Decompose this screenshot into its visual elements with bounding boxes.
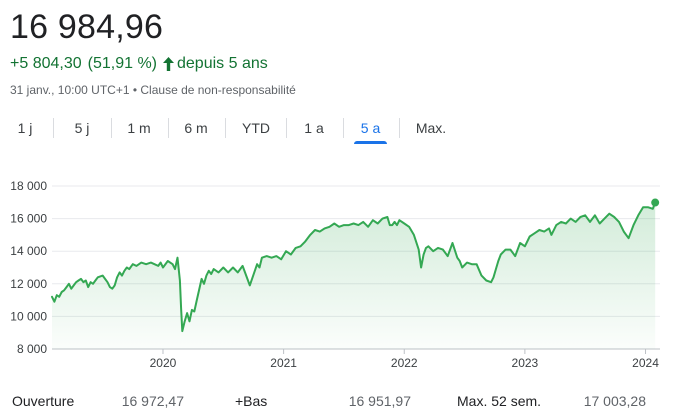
price-area-fill xyxy=(52,202,656,349)
tab-max[interactable]: Max. xyxy=(415,120,447,136)
x-axis: 2020 2021 2022 2023 2024 xyxy=(150,349,659,370)
price-change: +5 804,30 (51,91 %) depuis 5 ans xyxy=(10,55,268,73)
tab-divider xyxy=(286,118,287,138)
disclaimer-link[interactable]: Clause de non-responsabilité xyxy=(140,83,296,97)
y-tick-label: 10 000 xyxy=(10,309,47,323)
stat-open-value: 16 972,47 xyxy=(121,393,184,409)
tab-1-month[interactable]: 1 m xyxy=(127,120,151,136)
stat-52wk-high-value: 17 003,28 xyxy=(583,393,646,409)
change-period: depuis 5 ans xyxy=(177,55,268,72)
meta-separator: • xyxy=(129,83,141,97)
stat-low-value: 16 951,97 xyxy=(348,393,411,409)
tab-divider xyxy=(168,118,169,138)
y-tick-label: 12 000 xyxy=(10,277,47,291)
tab-divider xyxy=(111,118,112,138)
last-price-dot[interactable] xyxy=(651,198,660,207)
tab-divider xyxy=(343,118,344,138)
x-tick-label: 2024 xyxy=(632,356,659,370)
current-price: 16 984,96 xyxy=(10,8,164,46)
key-stats: Ouverture 16 972,47 +Bas 16 951,97 Max. … xyxy=(0,393,684,413)
quote-meta: 31 janv., 10:00 UTC+1 • Clause de non-re… xyxy=(10,83,296,97)
timestamp: 31 janv., 10:00 UTC+1 xyxy=(10,83,130,97)
arrow-up-icon xyxy=(163,57,174,71)
tab-divider xyxy=(225,118,226,138)
stat-low-label: +Bas xyxy=(235,393,268,409)
y-tick-label: 16 000 xyxy=(10,212,47,226)
tab-divider xyxy=(399,118,400,138)
price-line[interactable] xyxy=(51,201,657,333)
tab-5-years[interactable]: 5 a xyxy=(354,114,387,144)
x-tick-label: 2023 xyxy=(512,356,539,370)
tab-ytd[interactable]: YTD xyxy=(242,120,270,136)
tab-5-years-label: 5 a xyxy=(360,120,381,136)
active-tab-indicator xyxy=(354,141,387,144)
x-tick-label: 2021 xyxy=(270,356,297,370)
y-tick-label: 8 000 xyxy=(17,342,47,356)
price-chart[interactable]: 8 000 10 000 12 000 14 000 16 000 18 000 2020… xyxy=(0,170,684,375)
y-tick-label: 18 000 xyxy=(10,179,47,193)
tab-divider xyxy=(53,118,54,138)
range-tabs: 1 j 5 j 1 m 6 m YTD 1 a 5 a Max. xyxy=(0,114,684,144)
stat-open-label: Ouverture xyxy=(12,393,75,409)
change-absolute: +5 804,30 xyxy=(10,55,82,72)
tab-1-day[interactable]: 1 j xyxy=(17,120,33,136)
tab-6-months[interactable]: 6 m xyxy=(184,120,208,136)
stat-52wk-high-label: Max. 52 sem. xyxy=(457,393,542,409)
y-tick-label: 14 000 xyxy=(10,244,47,258)
y-axis: 8 000 10 000 12 000 14 000 16 000 18 000 xyxy=(10,179,47,356)
x-tick-label: 2022 xyxy=(391,356,418,370)
change-percent: (51,91 %) xyxy=(87,55,157,72)
tab-1-year[interactable]: 1 a xyxy=(304,120,324,136)
x-tick-label: 2020 xyxy=(150,356,177,370)
tab-5-days[interactable]: 5 j xyxy=(74,120,90,136)
